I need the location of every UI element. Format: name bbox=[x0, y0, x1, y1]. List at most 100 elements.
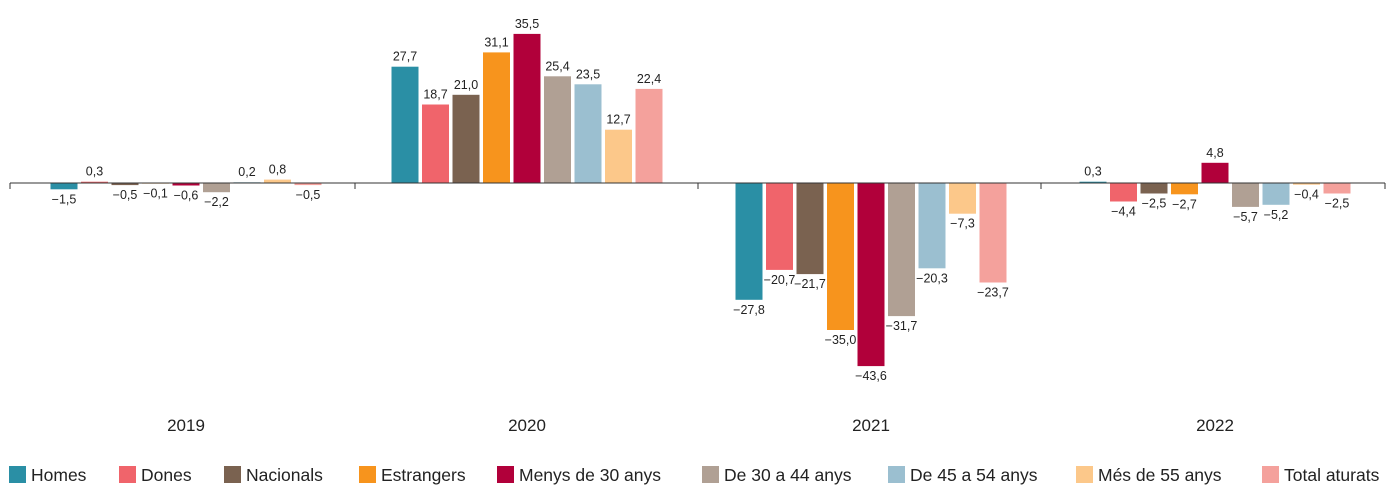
bar-homes-2019 bbox=[50, 183, 78, 190]
data-label-dones-2019: 0,3 bbox=[86, 165, 103, 179]
data-label-estrangers-2021: −35,0 bbox=[825, 333, 857, 347]
bar-total-aturats-2020 bbox=[635, 88, 663, 183]
bar-de-30-a-44-anys-2022 bbox=[1232, 183, 1259, 207]
legend-swatch-dones bbox=[119, 466, 136, 483]
bar-homes-2022 bbox=[1079, 181, 1107, 183]
legend-swatch-nacionals bbox=[224, 466, 241, 483]
bar-mes-de-55-anys-2021 bbox=[949, 183, 976, 214]
data-label-menys-de-30-anys-2019: −0,6 bbox=[174, 189, 199, 203]
bar-de-30-a-44-anys-2021 bbox=[888, 183, 915, 317]
legend-swatch-homes bbox=[9, 466, 26, 483]
data-label-nacionals-2019: −0,5 bbox=[113, 188, 138, 202]
data-label-de-30-a-44-anys-2021: −31,7 bbox=[886, 319, 918, 333]
legend-label-menys-de-30-anys: Menys de 30 anys bbox=[519, 465, 661, 485]
data-label-total-aturats-2020: 22,4 bbox=[637, 72, 661, 86]
bar-menys-de-30-anys-2022 bbox=[1201, 162, 1229, 183]
data-label-nacionals-2022: −2,5 bbox=[1142, 197, 1167, 211]
legend-label-nacionals: Nacionals bbox=[246, 465, 323, 485]
data-label-de-30-a-44-anys-2022: −5,7 bbox=[1233, 210, 1258, 224]
legend-item-de-45-a-54-anys: De 45 a 54 anys bbox=[888, 465, 1038, 485]
legend-item-homes: Homes bbox=[9, 465, 87, 485]
category-label-2021: 2021 bbox=[852, 416, 890, 435]
bar-de-45-a-54-anys-2022 bbox=[1262, 183, 1290, 205]
category-label-2020: 2020 bbox=[508, 416, 546, 435]
bar-dones-2021 bbox=[766, 183, 793, 270]
bars-layer bbox=[50, 33, 1351, 367]
legend-item-dones: Dones bbox=[119, 465, 192, 485]
data-label-dones-2022: −4,4 bbox=[1111, 205, 1136, 219]
data-label-homes-2021: −27,8 bbox=[733, 303, 765, 317]
bar-nacionals-2022 bbox=[1140, 183, 1168, 194]
legend: Homes Dones Nacionals Estrangers Menys de 30… bbox=[9, 465, 1380, 485]
data-label-dones-2020: 18,7 bbox=[423, 88, 447, 102]
bar-dones-2022 bbox=[1110, 183, 1137, 202]
data-label-mes-de-55-anys-2021: −7,3 bbox=[950, 217, 975, 231]
bar-labels-layer: −1,5 27,7 −27,8 0,3 0,3 18,7 −20,7 −4,4 −0,5 21,0… bbox=[52, 17, 1350, 383]
bar-homes-2021 bbox=[735, 183, 763, 300]
bar-de-30-a-44-anys-2020 bbox=[544, 76, 571, 183]
legend-swatch-estrangers bbox=[359, 466, 376, 483]
data-label-de-45-a-54-anys-2019: 0,2 bbox=[238, 165, 255, 179]
data-label-total-aturats-2019: −0,5 bbox=[296, 188, 321, 202]
legend-swatch-mes-de-55-anys bbox=[1076, 466, 1093, 483]
legend-item-de-30-a-44-anys: De 30 a 44 anys bbox=[702, 465, 852, 485]
bar-total-aturats-2021 bbox=[979, 183, 1007, 283]
bar-de-45-a-54-anys-2020 bbox=[574, 84, 602, 183]
legend-label-de-30-a-44-anys: De 30 a 44 anys bbox=[724, 465, 852, 485]
bar-nacionals-2021 bbox=[796, 183, 824, 275]
data-label-de-30-a-44-anys-2019: −2,2 bbox=[204, 195, 229, 209]
bar-menys-de-30-anys-2020 bbox=[513, 33, 541, 184]
bar-mes-de-55-anys-2020 bbox=[605, 129, 632, 183]
data-label-estrangers-2020: 31,1 bbox=[484, 35, 508, 49]
bar-mes-de-55-anys-2022 bbox=[1293, 183, 1320, 185]
bar-de-45-a-54-anys-2021 bbox=[918, 183, 946, 269]
data-label-de-30-a-44-anys-2020: 25,4 bbox=[545, 59, 569, 73]
data-label-menys-de-30-anys-2022: 4,8 bbox=[1206, 146, 1223, 160]
legend-item-mes-de-55-anys: Més de 55 anys bbox=[1076, 465, 1222, 485]
bar-dones-2020 bbox=[422, 104, 449, 183]
x-axis bbox=[9, 182, 1386, 189]
data-label-total-aturats-2022: −2,5 bbox=[1325, 197, 1350, 211]
category-labels-layer: 2019 2020 2021 2022 bbox=[167, 416, 1234, 435]
bar-total-aturats-2022 bbox=[1323, 183, 1351, 194]
data-label-homes-2020: 27,7 bbox=[393, 50, 417, 64]
legend-label-estrangers: Estrangers bbox=[381, 465, 466, 485]
data-label-estrangers-2019: −0,1 bbox=[143, 186, 168, 200]
legend-swatch-de-45-a-54-anys bbox=[888, 466, 905, 483]
bar-nacionals-2020 bbox=[452, 94, 480, 183]
legend-item-estrangers: Estrangers bbox=[359, 465, 466, 485]
legend-item-nacionals: Nacionals bbox=[224, 465, 323, 485]
legend-label-total-aturats: Total aturats bbox=[1284, 465, 1380, 485]
data-label-menys-de-30-anys-2020: 35,5 bbox=[515, 17, 539, 31]
data-label-menys-de-30-anys-2021: −43,6 bbox=[855, 369, 887, 383]
data-label-total-aturats-2021: −23,7 bbox=[977, 286, 1009, 300]
data-label-nacionals-2020: 21,0 bbox=[454, 78, 478, 92]
bar-de-30-a-44-anys-2019 bbox=[203, 183, 230, 193]
legend-label-dones: Dones bbox=[141, 465, 192, 485]
bar-mes-de-55-anys-2019 bbox=[264, 179, 291, 183]
legend-swatch-menys-de-30-anys bbox=[497, 466, 514, 483]
data-label-homes-2022: 0,3 bbox=[1084, 165, 1101, 179]
bar-estrangers-2020 bbox=[483, 52, 510, 184]
data-label-de-45-a-54-anys-2021: −20,3 bbox=[916, 271, 948, 285]
legend-item-menys-de-30-anys: Menys de 30 anys bbox=[497, 465, 661, 485]
legend-label-de-45-a-54-anys: De 45 a 54 anys bbox=[910, 465, 1038, 485]
data-label-estrangers-2022: −2,7 bbox=[1172, 197, 1197, 211]
data-label-mes-de-55-anys-2020: 12,7 bbox=[606, 113, 630, 127]
category-label-2019: 2019 bbox=[167, 416, 205, 435]
data-label-homes-2019: −1,5 bbox=[52, 192, 77, 206]
bar-menys-de-30-anys-2019 bbox=[172, 183, 200, 186]
bar-dones-2019 bbox=[81, 181, 108, 183]
data-label-de-45-a-54-anys-2022: −5,2 bbox=[1264, 208, 1289, 222]
category-label-2022: 2022 bbox=[1196, 416, 1234, 435]
bar-menys-de-30-anys-2021 bbox=[857, 183, 885, 367]
data-label-dones-2021: −20,7 bbox=[764, 273, 796, 287]
legend-swatch-total-aturats bbox=[1262, 466, 1279, 483]
legend-swatch-de-30-a-44-anys bbox=[702, 466, 719, 483]
legend-item-total-aturats: Total aturats bbox=[1262, 465, 1380, 485]
bar-homes-2020 bbox=[391, 66, 419, 183]
bar-nacionals-2019 bbox=[111, 183, 139, 186]
bar-estrangers-2021 bbox=[827, 183, 854, 330]
data-label-mes-de-55-anys-2019: 0,8 bbox=[269, 163, 286, 177]
